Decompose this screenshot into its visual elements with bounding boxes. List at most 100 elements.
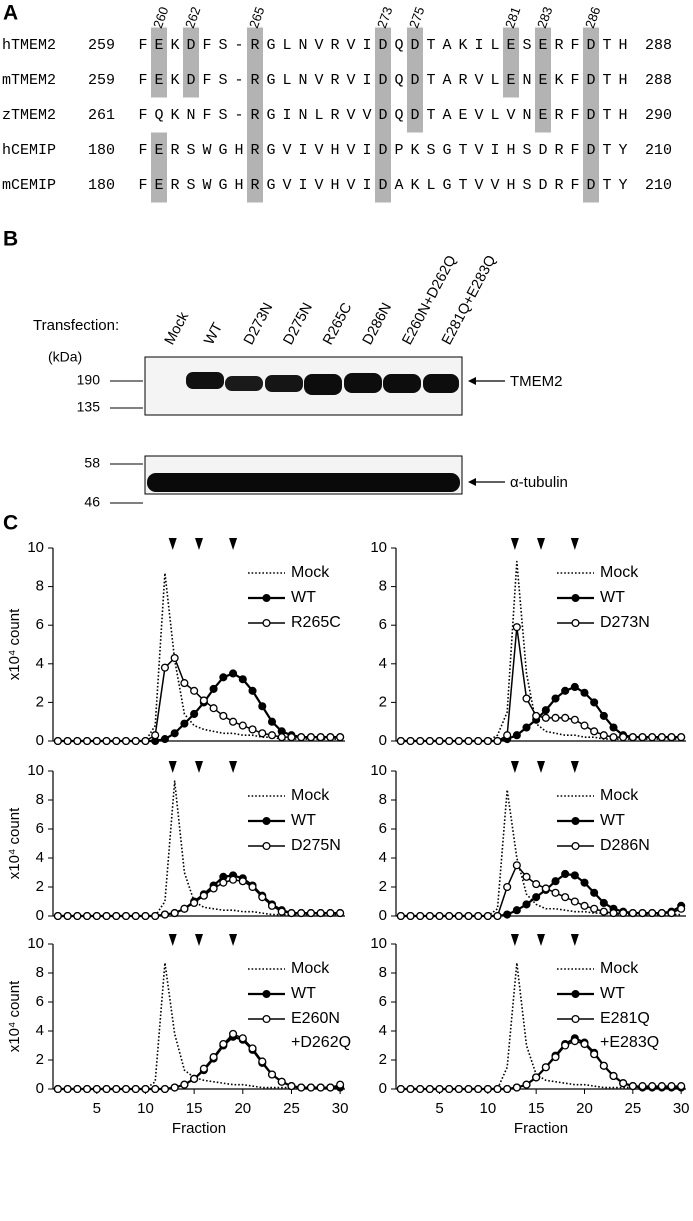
data-point — [112, 911, 121, 921]
y-tick-label: 0 — [36, 1080, 44, 1097]
legend-marker — [571, 841, 580, 851]
highlight — [535, 62, 551, 98]
sequence-name: hTMEM2 — [2, 37, 56, 54]
data-point — [416, 1084, 425, 1094]
mw-label: 58 — [84, 455, 100, 471]
data-point — [316, 733, 325, 742]
start-number: 180 — [88, 177, 115, 194]
data-point — [677, 1082, 686, 1091]
data-point — [219, 1040, 228, 1049]
legend-label: Mock — [600, 564, 639, 581]
highlight — [151, 167, 167, 203]
data-point — [238, 1034, 247, 1043]
x-axis-label: Fraction — [172, 1120, 226, 1137]
data-point — [170, 729, 179, 738]
data-point — [199, 891, 208, 900]
y-tick-label: 2 — [379, 878, 387, 895]
data-point — [483, 736, 492, 746]
data-point — [570, 871, 579, 880]
data-point — [657, 909, 666, 918]
x-tick-label: 20 — [234, 1100, 251, 1117]
data-point — [522, 900, 531, 909]
data-point — [267, 731, 277, 740]
data-point — [219, 711, 228, 720]
position-label: 260 — [150, 5, 172, 31]
data-point — [209, 684, 218, 693]
fraction-arrow — [510, 538, 519, 550]
end-number: 288 — [645, 37, 672, 54]
band — [186, 372, 224, 389]
data-point — [454, 1084, 463, 1094]
position-label: 265 — [246, 5, 268, 31]
data-point — [277, 907, 286, 916]
legend-label: E281Q +E283Q — [600, 1010, 659, 1051]
y-axis-label: x10⁴ count — [6, 608, 23, 680]
legend-label: D275N — [291, 837, 341, 854]
data-point — [102, 1084, 111, 1094]
legend-marker — [262, 989, 271, 999]
y-tick-label: 4 — [36, 849, 44, 866]
legend-marker — [571, 593, 580, 603]
y-tick-label: 6 — [379, 616, 387, 633]
data-point — [92, 911, 101, 921]
highlight — [247, 167, 263, 203]
data-point — [609, 723, 618, 732]
data-point — [609, 909, 618, 918]
highlight — [183, 62, 199, 98]
sequence-name: zTMEM2 — [2, 107, 56, 124]
data-point — [551, 713, 560, 722]
highlight — [583, 62, 599, 98]
data-point — [73, 1084, 82, 1094]
y-tick-label: 10 — [370, 539, 387, 556]
data-point — [532, 1073, 541, 1082]
data-point — [102, 911, 111, 921]
data-point — [151, 911, 160, 921]
data-point — [63, 911, 72, 921]
data-point — [570, 897, 579, 906]
fraction-arrow — [195, 538, 203, 550]
end-number: 210 — [645, 177, 672, 194]
data-point — [561, 1041, 570, 1050]
data-point — [73, 736, 82, 746]
data-point — [180, 679, 189, 688]
data-point — [297, 1083, 306, 1092]
blot-top — [144, 356, 463, 416]
data-point — [141, 911, 150, 921]
data-point — [396, 736, 405, 746]
fraction-arrow — [229, 761, 238, 773]
legend-label: WT — [291, 589, 316, 606]
data-point — [316, 909, 325, 918]
y-tick-label: 0 — [379, 732, 387, 749]
legend-marker — [571, 816, 580, 826]
y-tick-label: 2 — [379, 693, 387, 710]
data-point — [464, 911, 473, 921]
data-point — [599, 907, 608, 916]
y-tick-label: 6 — [36, 820, 44, 837]
y-tick-label: 8 — [36, 578, 44, 595]
x-tick-label: 15 — [186, 1100, 203, 1117]
data-point — [287, 733, 296, 742]
data-point — [503, 910, 512, 919]
data-point — [522, 872, 531, 881]
legend-label: R265C — [291, 614, 341, 631]
data-point — [170, 653, 179, 663]
data-point — [522, 1080, 531, 1089]
y-tick-label: 10 — [27, 935, 44, 952]
data-point — [483, 1084, 492, 1094]
highlight — [503, 27, 519, 63]
band — [383, 374, 421, 393]
data-point — [238, 675, 247, 684]
data-point — [131, 911, 140, 921]
band — [147, 473, 460, 492]
blot-target: TMEM2 — [510, 373, 563, 390]
chart: 0 2 4 6 8 10 5 10 15 20 25 30 Fraction Mock WT E281Q +E2… — [370, 934, 690, 1137]
legend-marker — [571, 618, 580, 628]
position-label: 281 — [502, 5, 524, 31]
highlight — [535, 27, 551, 63]
x-tick-label: 25 — [624, 1100, 641, 1117]
data-point — [657, 1082, 666, 1091]
x-tick-label: 5 — [93, 1100, 101, 1117]
x-tick-label: 15 — [528, 1100, 545, 1117]
chart: 0 2 4 6 8 10 5 10 15 20 25 30 Fraction x10⁴ count Mock… — [6, 934, 351, 1137]
y-tick-label: 4 — [379, 655, 387, 672]
